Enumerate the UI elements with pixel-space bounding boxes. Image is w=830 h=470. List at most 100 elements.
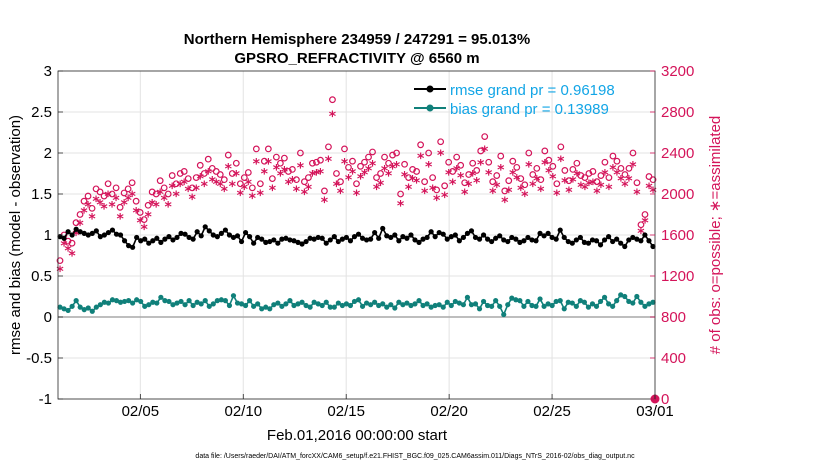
rmse-point (359, 235, 366, 241)
y2-tick-label: 0 (661, 391, 669, 408)
assimilated-obs-point: * (325, 154, 333, 170)
bias-point (291, 302, 297, 309)
assimilated-obs-point: * (201, 179, 209, 195)
y2-tick-label: 2400 (661, 145, 694, 162)
assimilated-obs-point: * (393, 159, 401, 175)
rmse-point (134, 234, 140, 241)
assimilated-obs-point: * (64, 243, 72, 259)
assimilated-obs-point: * (365, 163, 373, 179)
bias-point (57, 304, 63, 310)
bias-point (77, 304, 83, 310)
bias-point (105, 300, 112, 306)
rmse-point (65, 229, 71, 235)
bias-point (351, 298, 358, 305)
rmse-point (372, 229, 378, 236)
possible-obs-point (236, 180, 244, 188)
y-tick-label: -1 (39, 391, 52, 408)
rmse-point (396, 238, 402, 244)
assimilated-obs-point: * (577, 180, 585, 196)
rmse-point (174, 234, 180, 241)
bias-point (472, 301, 479, 307)
bias-point (150, 299, 156, 305)
possible-obs-point (649, 176, 657, 184)
rmse-point (238, 238, 245, 245)
assimilated-obs-point: * (413, 176, 421, 192)
possible-obs-point (457, 161, 465, 169)
bias-point (404, 300, 410, 306)
rmse-point (606, 234, 612, 240)
bias-point (89, 308, 95, 314)
rmse-point (347, 238, 354, 244)
rmse-point (218, 230, 224, 236)
bias-point (408, 302, 414, 309)
assimilated-obs-point: * (421, 186, 429, 202)
assimilated-obs-point: * (124, 193, 132, 209)
assimilated-obs-point: * (637, 226, 645, 242)
rmse-point (428, 229, 434, 235)
bias-point (630, 300, 636, 306)
possible-obs-point (541, 147, 549, 155)
bias-point (448, 302, 454, 309)
bias-point (424, 301, 430, 307)
bias-point (642, 303, 648, 309)
bias-point (384, 304, 390, 310)
possible-obs-point (224, 151, 232, 159)
bias-point (117, 299, 124, 305)
assimilated-obs-point: * (517, 183, 525, 199)
y-tick-label: 1.5 (31, 186, 52, 203)
rmse-point (194, 229, 200, 235)
possible-obs-point (132, 197, 140, 205)
assimilated-obs-point: * (465, 179, 473, 195)
assimilated-obs-point: * (589, 177, 597, 193)
bias-point (444, 299, 450, 305)
rmse-point (501, 237, 507, 243)
rmse-point (468, 228, 475, 234)
possible-obs-point (256, 180, 264, 188)
bias-point (432, 302, 438, 309)
possible-obs-point (112, 184, 120, 192)
bias-point (109, 297, 116, 303)
rmse-point (630, 234, 636, 241)
bias-point (400, 302, 406, 308)
possible-obs-point (553, 180, 561, 188)
bias-point (484, 302, 491, 309)
y-tick-label: 0 (44, 309, 52, 326)
y-tick-label: 2.5 (31, 104, 52, 121)
possible-obs-point (341, 145, 348, 153)
rmse-point (509, 234, 515, 241)
rmse-point (283, 235, 289, 241)
y-axis-label: rmse and bias (model - observation) (7, 115, 24, 355)
possible-obs-point (264, 145, 272, 153)
rmse-point (69, 232, 75, 238)
assimilated-obs-point: * (233, 169, 241, 185)
possible-obs-point (441, 182, 449, 190)
possible-obs-point (276, 159, 284, 167)
possible-obs-point (337, 178, 344, 186)
bias-point (210, 301, 216, 307)
rmse-point (247, 234, 253, 240)
possible-obs-point (485, 158, 493, 166)
possible-obs-point (72, 219, 80, 227)
y2-tick-label: 2000 (661, 186, 694, 203)
rmse-point (416, 239, 422, 245)
possible-obs-point (401, 160, 408, 168)
assimilated-obs-point: * (104, 189, 112, 205)
rmse-point (259, 236, 265, 242)
rmse-point (271, 237, 277, 243)
bias-point (271, 302, 277, 308)
bias-point (186, 298, 192, 304)
bias-point (368, 302, 374, 308)
assimilated-obs-point: * (253, 156, 261, 172)
assimilated-obs-point: * (241, 182, 249, 198)
rmse-point (497, 233, 503, 239)
bias-point (335, 300, 341, 306)
assimilated-obs-point: * (68, 249, 76, 265)
bias-point (158, 294, 164, 300)
rmse-point (101, 232, 107, 238)
rmse-point (585, 240, 592, 246)
rmse-point (267, 238, 273, 245)
bias-point (267, 306, 273, 312)
rmse-point (614, 236, 620, 242)
assimilated-obs-point: * (369, 158, 377, 174)
assimilated-obs-point: * (213, 177, 221, 193)
